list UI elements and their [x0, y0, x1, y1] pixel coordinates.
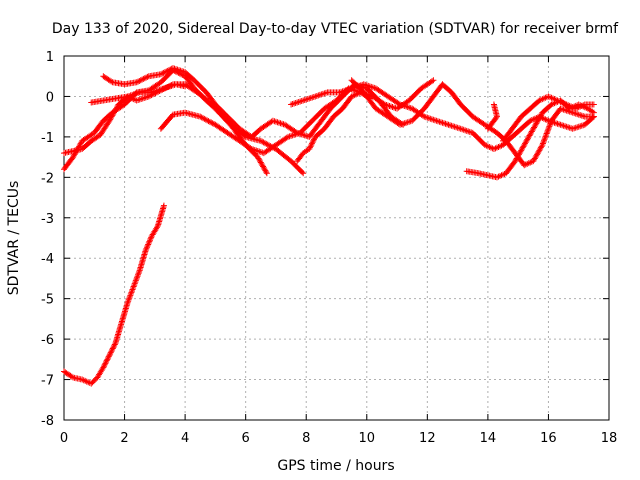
plot-frame	[63, 55, 610, 421]
y-tick-label: -6	[41, 333, 54, 348]
series-fill-markers	[101, 65, 405, 140]
data-point	[557, 121, 564, 128]
x-tick-label: 6	[242, 431, 250, 446]
series-trace-5	[157, 77, 437, 157]
data-point	[569, 125, 576, 132]
series-fill-markers	[62, 204, 167, 386]
data-point	[312, 93, 319, 100]
data-point	[569, 109, 576, 116]
data-point	[130, 283, 137, 290]
data-point	[288, 101, 295, 108]
y-tick-label: -5	[41, 293, 54, 308]
y-tick-label: -1	[41, 131, 54, 146]
chart-title: Day 133 of 2020, Sidereal Day-to-day VTE…	[52, 21, 619, 37]
data-point	[433, 117, 440, 124]
data-point	[106, 352, 113, 359]
data-point	[445, 121, 452, 128]
y-tick-label: -4	[41, 252, 54, 267]
series-fill-markers	[158, 78, 436, 156]
x-tick-label: 12	[419, 431, 436, 446]
series-fill-markers	[89, 81, 187, 106]
series-trace-7	[294, 89, 373, 165]
y-tick-label: -2	[41, 171, 54, 186]
x-tick-label: 8	[302, 431, 310, 446]
x-tick-label: 10	[359, 431, 376, 446]
y-axis-label: SDTVAR / TECUs	[6, 181, 22, 296]
series-fill-markers	[295, 90, 372, 163]
data-point	[300, 97, 307, 104]
series-trace-1	[61, 202, 167, 387]
series-fill-markers	[289, 81, 596, 152]
x-axis-label: GPS time / hours	[277, 458, 394, 474]
y-tick-label: -8	[41, 414, 54, 429]
series-trace-6	[88, 81, 189, 106]
y-tick-label: -3	[41, 212, 54, 227]
grid-lines	[64, 56, 609, 420]
x-tick-label: 16	[540, 431, 557, 446]
series-trace-9	[348, 77, 597, 169]
y-tick-label: -7	[41, 374, 54, 389]
y-tick-label: 0	[46, 90, 54, 105]
x-tick-label: 14	[480, 431, 497, 446]
series-trace-11	[484, 93, 597, 144]
axis-ticks: 0 2 4 6 8 10 12 14 16 18 -8 -7 -6 -5 -4 -3 -2 -1 0 1	[41, 50, 617, 446]
y-tick-label: 1	[46, 50, 54, 65]
x-tick-label: 2	[120, 431, 128, 446]
series-fill-markers	[485, 94, 596, 143]
x-tick-label: 4	[181, 431, 189, 446]
series-trace-8	[288, 81, 597, 153]
x-tick-label: 0	[60, 431, 68, 446]
data-points	[61, 65, 597, 387]
series-trace-4	[100, 65, 407, 140]
data-point	[457, 125, 464, 132]
x-tick-label: 18	[601, 431, 618, 446]
